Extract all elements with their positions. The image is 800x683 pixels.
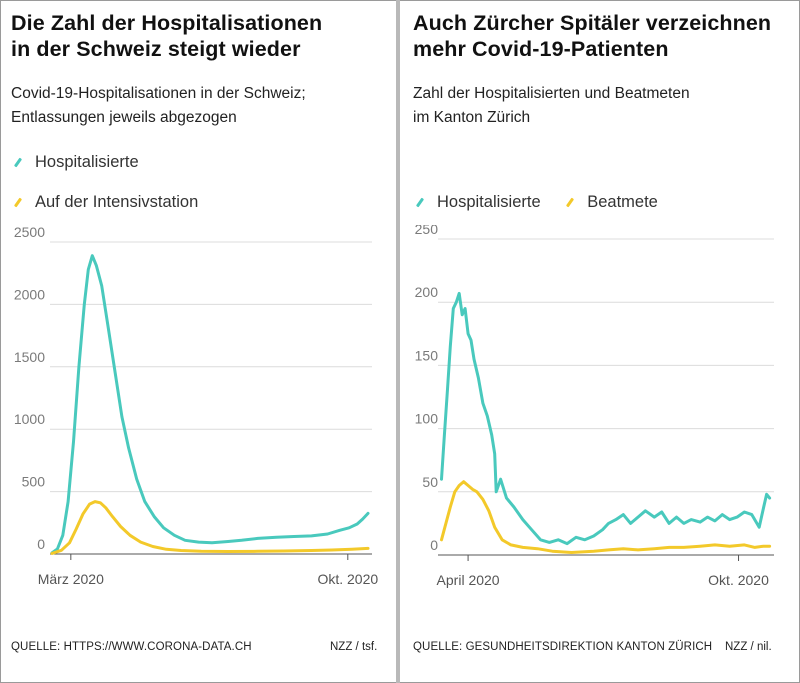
teal-swatch-icon bbox=[13, 157, 23, 168]
right-subtitle-line2: im Kanton Zürich bbox=[413, 109, 531, 126]
left-series-line-auf-der-intensivstation bbox=[50, 500, 370, 555]
y-tick-label: 1500 bbox=[14, 349, 45, 365]
y-tick-label: 50 bbox=[422, 474, 438, 490]
right-series-line-hospitalisierte bbox=[440, 291, 772, 546]
left-chart-title: Die Zahl der Hospitalisationen in der Sc… bbox=[11, 10, 391, 62]
right-line-chart: 0 50 100 150 200 250 April 2020 Okt. 2020 bbox=[415, 225, 774, 588]
right-chart-panel: Auch Zürcher Spitäler verzeichnen mehr C… bbox=[402, 0, 798, 683]
left-line-chart: 0 500 1000 1500 2000 2500 März 2020 Okt. 2020 bbox=[14, 225, 379, 587]
x-tick-label: April 2020 bbox=[437, 572, 500, 588]
x-tick-label: Okt. 2020 bbox=[317, 571, 378, 587]
left-legend-item-hospitalisierte: Hospitalisierte bbox=[11, 150, 157, 172]
right-title-line2: mehr Covid-19-Patienten bbox=[413, 37, 669, 61]
y-tick-label: 1000 bbox=[14, 411, 45, 427]
legend-label: Auf der Intensivstation bbox=[35, 193, 199, 211]
left-source-note: QUELLE: HTTPS://WWW.CORONA-DATA.CH bbox=[11, 641, 252, 653]
y-tick-label: 2500 bbox=[14, 225, 45, 240]
legend-label: Hospitalisierte bbox=[437, 193, 541, 211]
y-tick-label: 0 bbox=[37, 536, 45, 552]
legend-label: Beatmete bbox=[587, 193, 658, 211]
right-legend-item-beatmete: Beatmete bbox=[563, 193, 658, 212]
right-title-line1: Auch Zürcher Spitäler verzeichnen bbox=[413, 11, 772, 35]
legend-label: Hospitalisierte bbox=[35, 153, 139, 171]
right-chart-subtitle: Zahl der Hospitalisierten und Beatmeten … bbox=[413, 82, 793, 130]
yellow-swatch-icon bbox=[566, 197, 575, 208]
left-chart-subtitle: Covid-19-Hospitalisationen in der Schwei… bbox=[11, 82, 391, 130]
y-tick-label: 200 bbox=[415, 284, 439, 300]
teal-swatch-icon bbox=[415, 197, 425, 208]
panel-divider bbox=[396, 0, 400, 683]
right-legend: Hospitalisierte Beatmete bbox=[413, 190, 676, 212]
y-tick-label: 500 bbox=[22, 474, 46, 490]
y-tick-label: 250 bbox=[415, 225, 439, 237]
left-subtitle-line2: Entlassungen jeweils abgezogen bbox=[11, 109, 237, 126]
left-series-line-hospitalisierte bbox=[50, 254, 370, 555]
y-tick-label: 2000 bbox=[14, 286, 45, 302]
left-title-line2: in der Schweiz steigt wieder bbox=[11, 37, 301, 61]
right-chart-title: Auch Zürcher Spitäler verzeichnen mehr C… bbox=[413, 10, 793, 62]
y-tick-label: 100 bbox=[415, 411, 439, 427]
x-tick-label: März 2020 bbox=[38, 571, 104, 587]
y-tick-label: 150 bbox=[415, 347, 439, 363]
right-subtitle-line1: Zahl der Hospitalisierten und Beatmeten bbox=[413, 85, 690, 102]
right-legend-item-hospitalisierte: Hospitalisierte bbox=[413, 193, 541, 212]
x-tick-label: Okt. 2020 bbox=[708, 572, 769, 588]
right-source-note: QUELLE: GESUNDHEITSDIREKTION KANTON ZÜRI… bbox=[413, 641, 713, 653]
left-title-line1: Die Zahl der Hospitalisationen bbox=[11, 11, 323, 35]
left-subtitle-line1: Covid-19-Hospitalisationen in der Schwei… bbox=[11, 85, 306, 102]
y-tick-label: 0 bbox=[430, 537, 438, 553]
left-chart-panel: Die Zahl der Hospitalisationen in der Sc… bbox=[0, 0, 395, 683]
right-series-line-beatmete bbox=[440, 480, 772, 554]
left-legend-item-intensiv: Auf der Intensivstation bbox=[11, 190, 216, 212]
right-credit: NZZ / nil. bbox=[725, 641, 772, 653]
yellow-swatch-icon bbox=[13, 197, 23, 208]
left-credit: NZZ / tsf. bbox=[330, 641, 378, 653]
